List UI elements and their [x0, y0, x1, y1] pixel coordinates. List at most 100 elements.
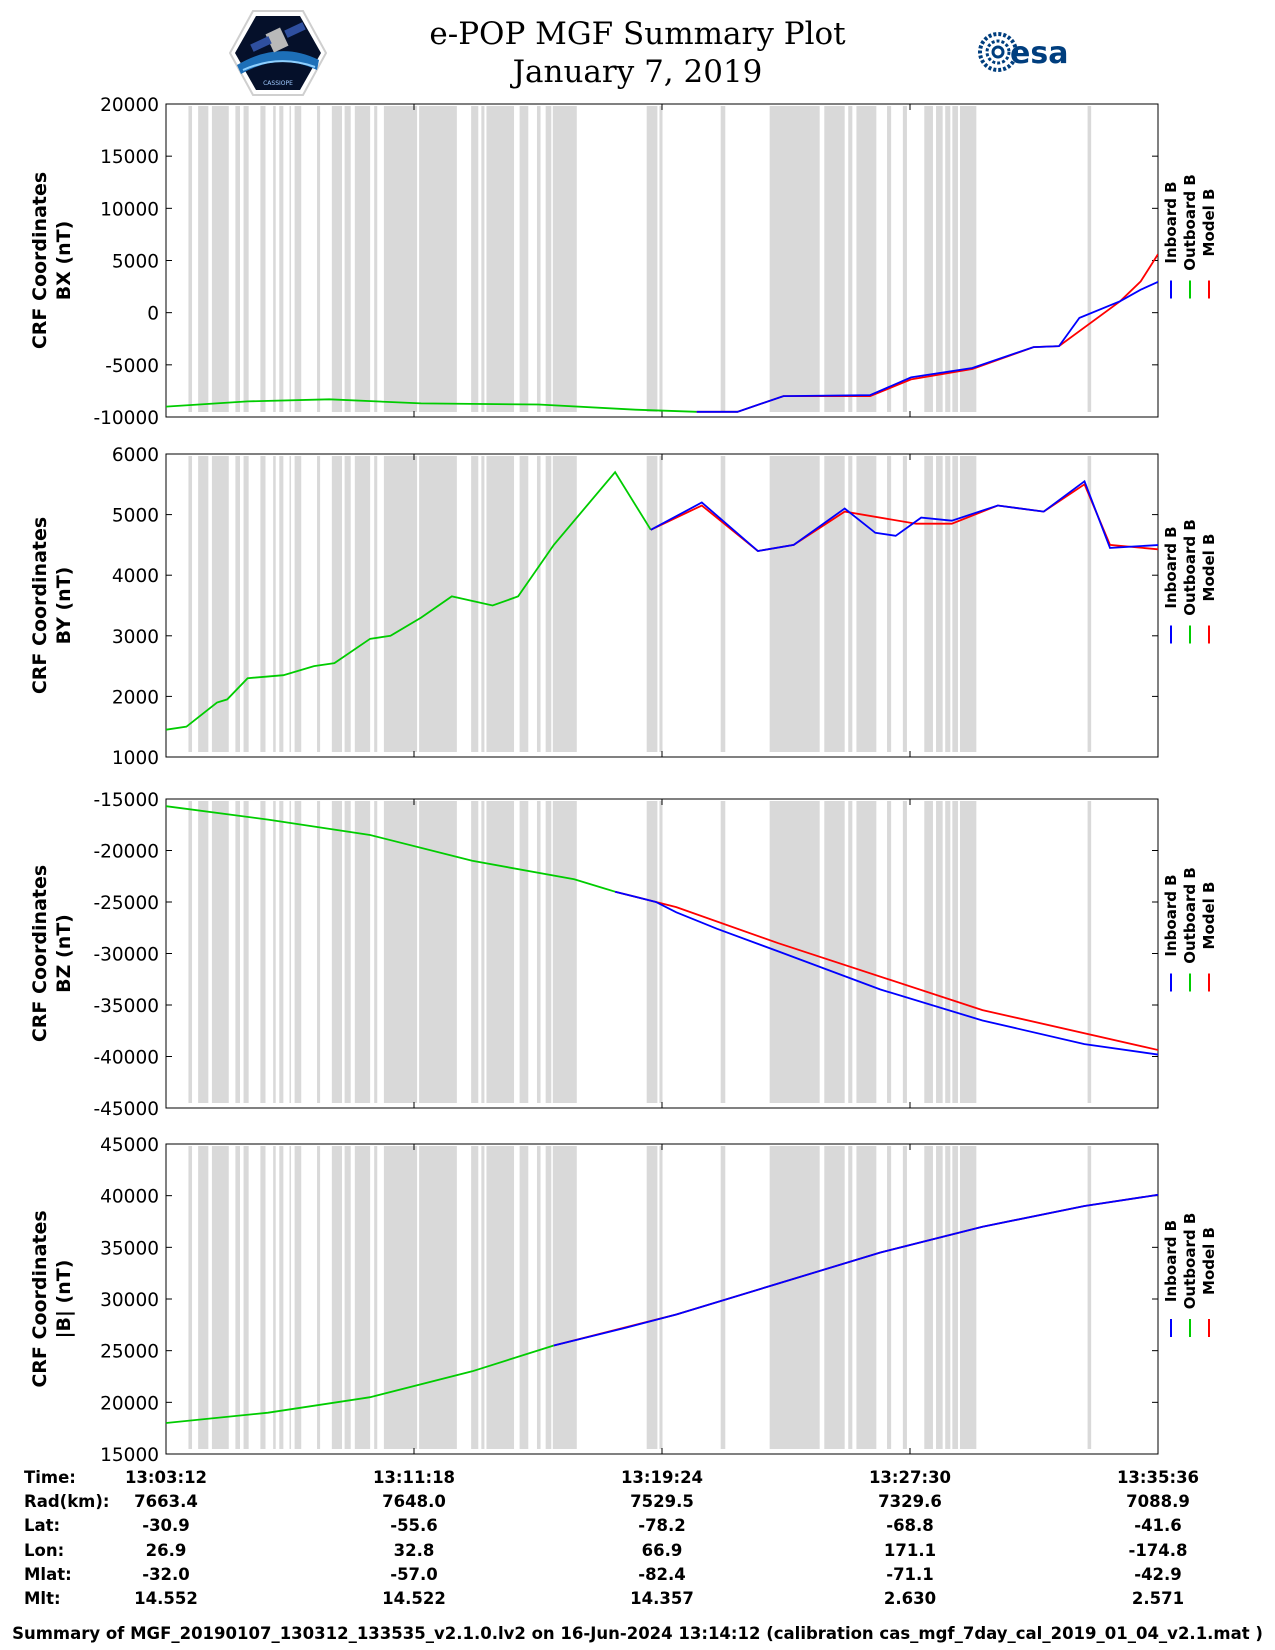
- info-cell: 7088.9: [1126, 1492, 1190, 1511]
- y-axis-unit-label: BZ (nT): [53, 914, 75, 993]
- y-tick-label: -30000: [93, 945, 159, 966]
- legend-label: Inboard B: [1162, 874, 1180, 956]
- y-tick-label: 3000: [112, 627, 159, 648]
- data-gap-band: [960, 106, 977, 412]
- data-gap-band: [471, 106, 479, 412]
- y-tick-label: 1000: [112, 748, 159, 769]
- data-gap-band: [924, 801, 933, 1103]
- data-gap-band: [260, 1146, 266, 1449]
- info-row-label: Rad(km):: [24, 1492, 110, 1511]
- y-tick-label: 15000: [100, 1445, 159, 1466]
- data-gap-band: [471, 801, 479, 1103]
- panel-2: 1000 2000 3000 4000 5000 6000 CRF Coordinates B…: [29, 445, 1218, 769]
- data-gap-band: [374, 1146, 378, 1449]
- info-cell: -174.8: [1128, 1541, 1187, 1560]
- info-cell: 26.9: [146, 1541, 187, 1560]
- info-cell: -71.1: [886, 1565, 934, 1584]
- data-gap-band: [902, 106, 907, 412]
- y-tick-label: 40000: [100, 1187, 159, 1208]
- series-outboard-b: [166, 398, 697, 413]
- y-tick-label: 5000: [112, 506, 159, 527]
- orbit-info-table: Time: Rad(km): Lat: Lon: Mlat: Mlt: 13:03:12 76…: [24, 1468, 1199, 1608]
- y-tick-label: -5000: [105, 356, 159, 377]
- data-gap-band: [646, 801, 658, 1103]
- data-gap-band: [211, 1146, 229, 1449]
- data-gap-band: [824, 1146, 845, 1449]
- data-gap-band: [848, 1146, 853, 1449]
- y-axis-unit-label: |B| (nT): [53, 1260, 75, 1339]
- data-gap-band: [471, 456, 479, 752]
- data-gap-band: [317, 801, 321, 1103]
- data-gap-band: [960, 1146, 977, 1449]
- data-gap-band: [383, 456, 418, 752]
- data-gap-band: [1087, 106, 1092, 412]
- series-model-b: [614, 890, 1158, 1051]
- data-gap-band: [945, 456, 951, 752]
- y-tick-label: -25000: [93, 893, 159, 914]
- data-gap-band: [646, 1146, 658, 1449]
- legend-label: Model B: [1200, 189, 1218, 257]
- data-gap-band: [769, 106, 820, 412]
- y-tick-label: 30000: [100, 1290, 159, 1311]
- data-gap-band: [279, 801, 284, 1103]
- info-row-label: Lat:: [24, 1516, 60, 1535]
- info-cell: -68.8: [886, 1516, 934, 1535]
- panel-4: 15000 20000 25000 30000 35000 40000 45000 CRF C…: [29, 1135, 1218, 1466]
- data-gap-band: [188, 801, 193, 1103]
- info-row-label: Mlt:: [24, 1589, 61, 1608]
- data-gap-band: [374, 801, 378, 1103]
- data-gap-band: [289, 106, 292, 412]
- data-gap-band: [419, 106, 457, 412]
- info-cell: 7529.5: [630, 1492, 694, 1511]
- series-inboard-b: [553, 1193, 1158, 1347]
- data-gap-band: [519, 456, 529, 752]
- earth-horizon-icon: [237, 51, 319, 74]
- data-gap-band: [659, 801, 663, 1103]
- y-tick-label: 2000: [112, 687, 159, 708]
- satellite-icon: [265, 27, 289, 53]
- data-gap-band: [481, 1146, 485, 1449]
- info-cell: 7648.0: [382, 1492, 446, 1511]
- data-gap-band: [646, 456, 658, 752]
- data-gap-band: [659, 106, 663, 412]
- data-gap-band: [769, 801, 820, 1103]
- data-gap-band: [659, 456, 663, 752]
- data-gap-band: [294, 1146, 302, 1449]
- info-row-label: Time:: [24, 1468, 76, 1487]
- data-gap-band: [211, 801, 229, 1103]
- data-gap-band: [289, 456, 292, 752]
- legend-label: Model B: [1200, 882, 1218, 950]
- data-gap-band: [289, 801, 292, 1103]
- data-gap-band: [331, 1146, 343, 1449]
- data-gap-band: [936, 1146, 943, 1449]
- legend-label: Outboard B: [1181, 867, 1199, 964]
- data-gap-band: [260, 801, 266, 1103]
- y-axis-label: CRF Coordinates: [29, 865, 51, 1042]
- esa-swirl-icon: [978, 32, 1018, 72]
- data-gap-band: [536, 456, 541, 752]
- data-gap-band: [945, 106, 951, 412]
- data-gap-band: [198, 801, 209, 1103]
- data-gap-band: [486, 106, 515, 412]
- data-gap-band: [824, 106, 845, 412]
- series-outboard-b: [166, 1344, 555, 1424]
- data-gap-band: [769, 1146, 820, 1449]
- y-axis-label: CRF Coordinates: [29, 172, 51, 349]
- y-tick-label: 5000: [112, 252, 159, 273]
- data-gap-band: [273, 456, 276, 752]
- legend-label: Inboard B: [1162, 1220, 1180, 1302]
- data-gap-band: [1087, 1146, 1092, 1449]
- y-tick-label: -35000: [93, 996, 159, 1017]
- info-cell: -55.6: [390, 1516, 438, 1535]
- data-gap-band: [536, 1146, 541, 1449]
- data-gap-band: [486, 801, 515, 1103]
- data-gap-band: [545, 456, 552, 752]
- data-gap-band: [279, 106, 284, 412]
- data-gap-band: [536, 801, 541, 1103]
- data-gap-band: [945, 801, 951, 1103]
- info-cell: 14.357: [630, 1589, 694, 1608]
- data-gap-band: [952, 106, 958, 412]
- esa-logo: esa: [978, 32, 1068, 72]
- data-gap-band: [536, 106, 541, 412]
- data-gap-band: [260, 106, 266, 412]
